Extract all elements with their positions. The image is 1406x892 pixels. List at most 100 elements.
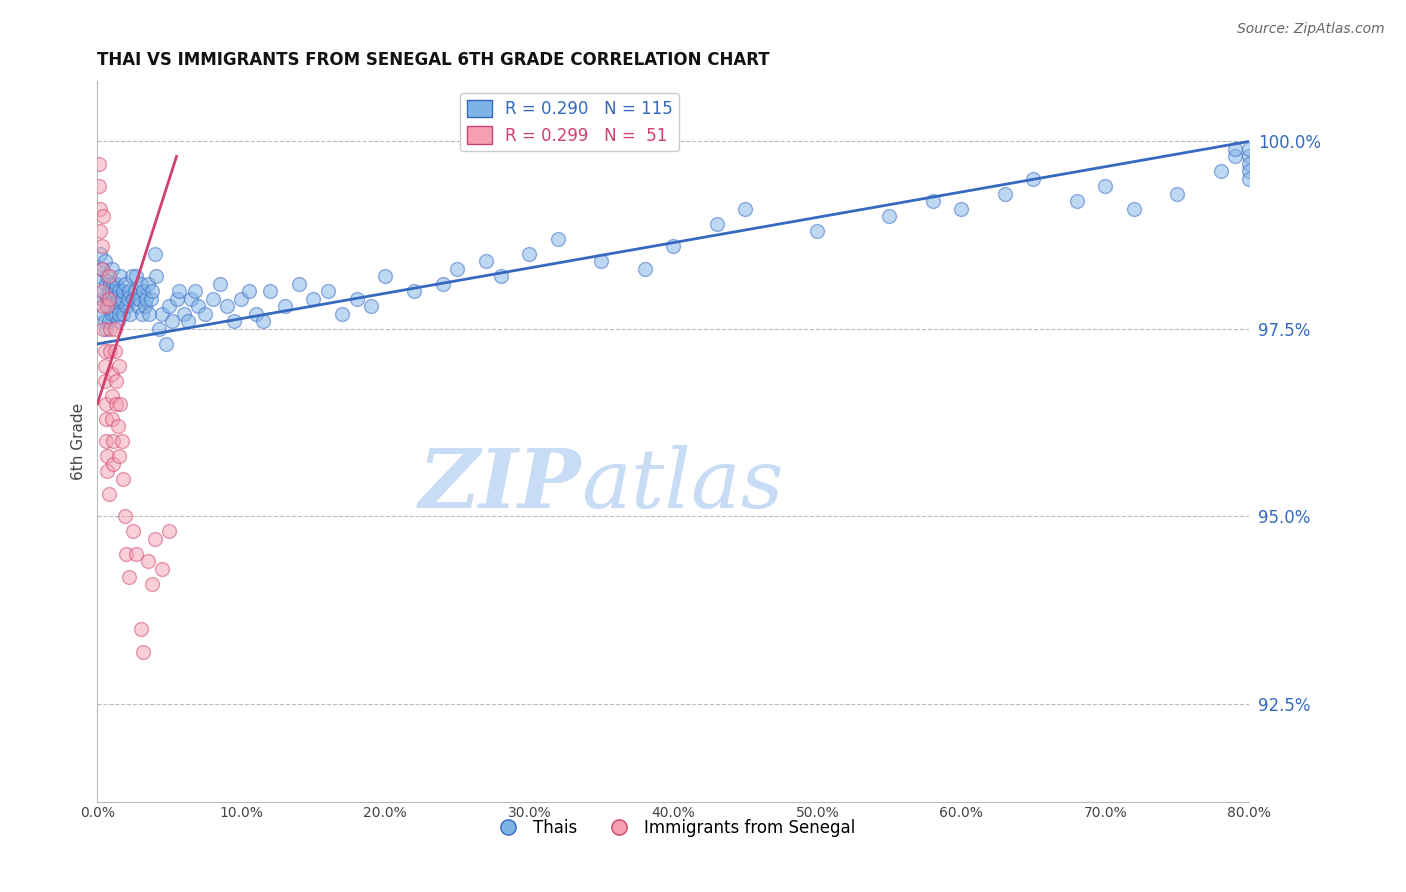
Point [93, 359, 115, 374]
Point [143, 247, 166, 261]
Point [208, 277, 231, 291]
Point [107, 292, 129, 306]
Point [129, 277, 152, 291]
Point [125, 269, 148, 284]
Point [231, 292, 253, 306]
Point [194, 307, 217, 321]
Point [104, 322, 127, 336]
Point [90, 261, 112, 276]
Point [169, 285, 191, 299]
Text: atlas: atlas [581, 445, 783, 524]
Point [100, 389, 122, 403]
Point [107, 314, 129, 328]
Point [89, 224, 111, 238]
Point [98, 344, 121, 359]
Point [122, 292, 145, 306]
Point [108, 285, 131, 299]
Point [184, 285, 207, 299]
Point [97, 292, 120, 306]
Point [288, 277, 311, 291]
Point [215, 300, 238, 314]
Point [118, 285, 141, 299]
Point [489, 269, 512, 284]
Point [633, 261, 655, 276]
Point [591, 254, 613, 268]
Point [110, 269, 132, 284]
Point [259, 285, 281, 299]
Point [87, 179, 110, 194]
Point [1239, 157, 1261, 171]
Point [1239, 172, 1261, 186]
Point [114, 509, 136, 524]
Point [131, 307, 153, 321]
Point [921, 194, 943, 209]
Point [100, 261, 122, 276]
Point [224, 314, 246, 328]
Point [125, 547, 148, 561]
Point [150, 307, 173, 321]
Point [136, 554, 159, 568]
Point [121, 269, 143, 284]
Point [103, 292, 125, 306]
Point [122, 524, 145, 539]
Point [108, 307, 131, 321]
Point [96, 450, 118, 464]
Point [128, 292, 150, 306]
Point [180, 292, 202, 306]
Point [91, 300, 114, 314]
Point [90, 261, 112, 276]
Point [114, 277, 136, 291]
Point [129, 622, 152, 636]
Point [96, 300, 118, 314]
Point [238, 285, 260, 299]
Point [141, 285, 163, 299]
Y-axis label: 6th Grade: 6th Grade [72, 403, 86, 480]
Point [132, 285, 155, 299]
Point [177, 314, 200, 328]
Point [89, 247, 111, 261]
Point [111, 292, 134, 306]
Point [104, 285, 127, 299]
Point [1066, 194, 1088, 209]
Point [1209, 164, 1232, 178]
Point [517, 247, 540, 261]
Point [104, 307, 127, 321]
Point [252, 314, 274, 328]
Point [105, 397, 128, 411]
Point [662, 239, 685, 253]
Point [115, 547, 138, 561]
Point [475, 254, 498, 268]
Point [141, 577, 163, 591]
Point [110, 397, 132, 411]
Point [346, 292, 368, 306]
Point [105, 300, 128, 314]
Legend: Thais, Immigrants from Senegal: Thais, Immigrants from Senegal [485, 813, 862, 844]
Text: Source: ZipAtlas.com: Source: ZipAtlas.com [1237, 22, 1385, 37]
Point [806, 224, 828, 238]
Point [87, 157, 110, 171]
Point [115, 300, 138, 314]
Point [90, 292, 112, 306]
Point [135, 292, 157, 306]
Point [87, 269, 110, 284]
Point [1239, 164, 1261, 178]
Point [124, 285, 146, 299]
Point [136, 277, 159, 291]
Point [94, 434, 117, 449]
Point [100, 367, 122, 381]
Point [91, 210, 114, 224]
Point [108, 450, 131, 464]
Text: ZIP: ZIP [419, 445, 581, 524]
Point [117, 292, 139, 306]
Point [107, 419, 129, 434]
Point [94, 322, 117, 336]
Point [98, 322, 121, 336]
Point [1022, 172, 1045, 186]
Point [97, 285, 120, 299]
Point [98, 300, 121, 314]
Point [1123, 202, 1146, 216]
Point [273, 300, 295, 314]
Point [1223, 142, 1246, 156]
Point [160, 314, 183, 328]
Point [404, 285, 426, 299]
